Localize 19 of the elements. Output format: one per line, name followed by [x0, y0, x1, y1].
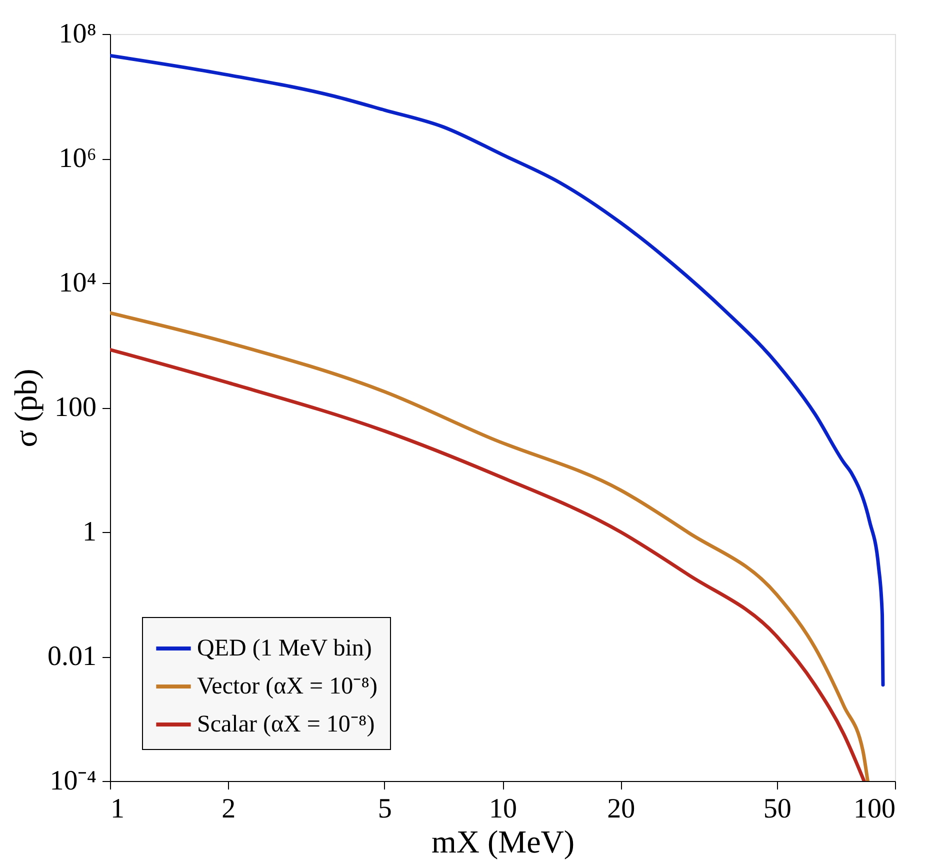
y-tick-label: 1 — [82, 516, 96, 548]
x-tick-label: 50 — [763, 794, 792, 824]
legend-label: Vector (αX = 10⁻⁸) — [197, 674, 378, 700]
legend-label: QED (1 MeV bin) — [197, 636, 372, 662]
y-tick-label: 10⁶ — [58, 143, 96, 174]
legend-label: Scalar (αX = 10⁻⁸) — [197, 712, 375, 738]
y-axis-title: σ (pb) — [8, 368, 44, 448]
y-tick-label: 10⁻⁴ — [50, 766, 96, 796]
x-axis-title: mX (MeV) — [431, 824, 575, 860]
x-tick-label: 20 — [607, 794, 636, 824]
x-tick-label: 5 — [378, 794, 392, 824]
y-tick-label: 0.01 — [48, 641, 96, 672]
y-tick-label: 10⁸ — [58, 18, 96, 50]
x-tick-label: 100 — [854, 794, 896, 824]
x-tick-label: 1 — [110, 794, 124, 824]
x-tick-label: 10 — [489, 794, 517, 824]
y-tick-label: 10⁴ — [58, 268, 96, 298]
x-tick-label: 2 — [222, 794, 236, 824]
y-tick-label: 100 — [54, 392, 96, 423]
